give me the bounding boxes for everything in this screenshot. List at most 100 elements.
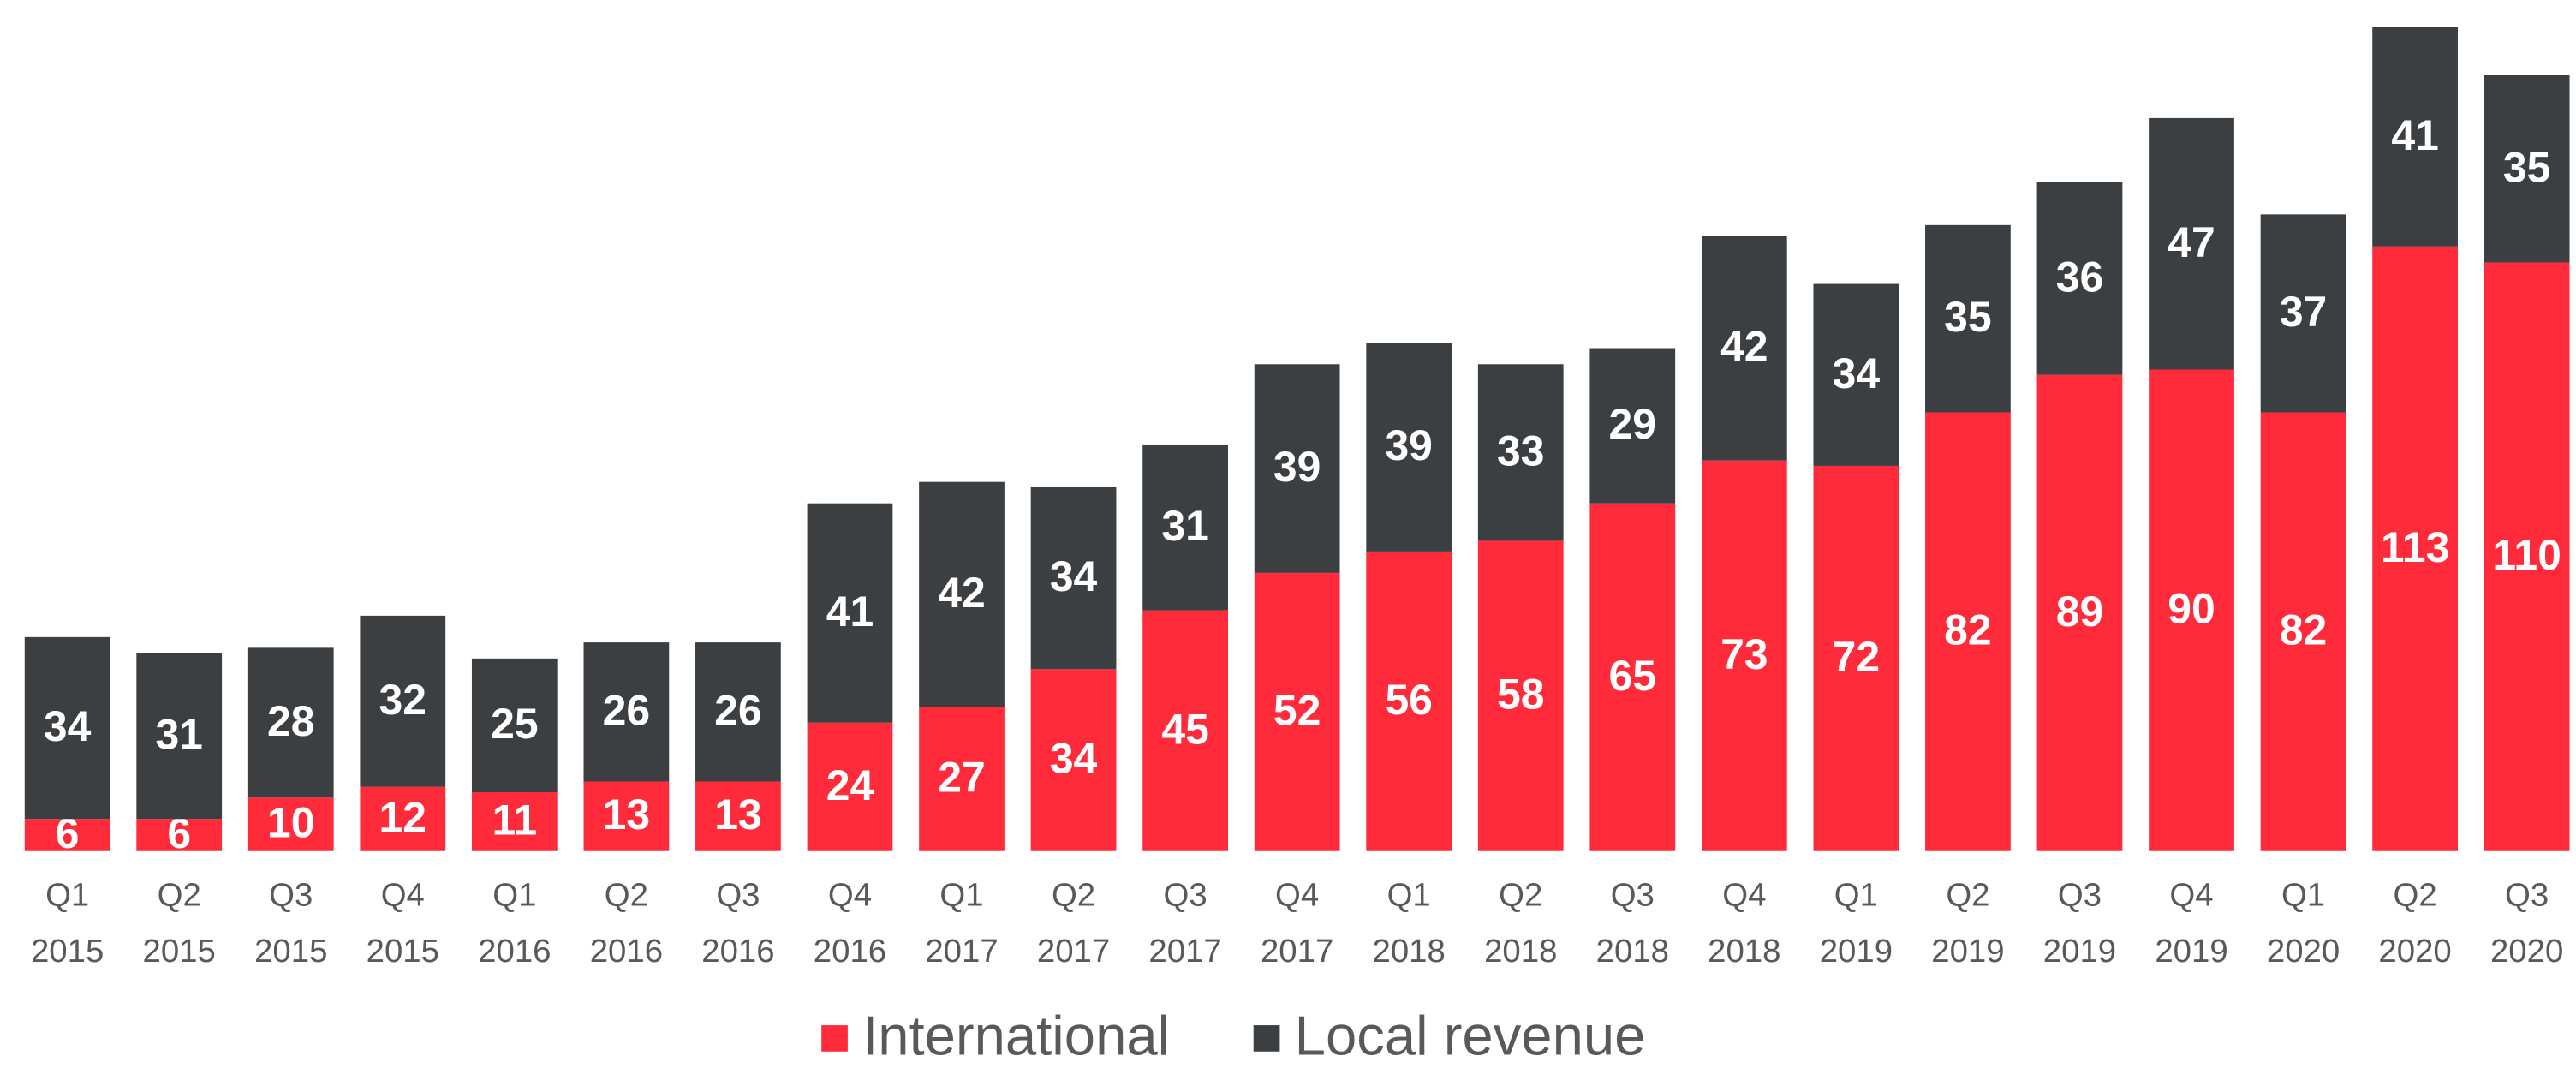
data-label: 31	[155, 711, 202, 759]
bar-segment	[1477, 540, 1564, 851]
x-tick-label: Q3	[1611, 877, 1655, 914]
legend-label: Local revenue	[1295, 1005, 1646, 1064]
data-label: 58	[1497, 671, 1544, 719]
x-tick-label: Q1	[939, 877, 983, 914]
data-label: 10	[267, 799, 314, 847]
bar-segment	[1254, 572, 1340, 851]
bar-segment	[24, 819, 110, 851]
x-tick-label: Q2	[1052, 877, 1095, 914]
data-label: 13	[603, 791, 650, 838]
x-tick-label: Q1	[45, 877, 89, 914]
bar-segment	[807, 722, 893, 851]
data-label: 33	[1497, 427, 1544, 474]
bar-segment	[247, 797, 334, 851]
data-label: 82	[1944, 606, 1991, 654]
bar-segment	[1366, 343, 1452, 552]
bar-segment	[360, 786, 446, 851]
data-label: 52	[1273, 686, 1321, 734]
data-label: 34	[1050, 735, 1098, 783]
bar-segment	[471, 792, 558, 851]
data-label: 72	[1833, 633, 1880, 681]
data-label: 45	[1161, 705, 1208, 753]
data-label: 35	[2503, 143, 2550, 191]
x-tick-label: Q1	[1834, 877, 1878, 914]
bar-segment	[1142, 610, 1228, 851]
bar-segment	[1142, 444, 1228, 611]
data-label: 34	[1833, 349, 1881, 397]
x-tick-label: 2020	[2267, 933, 2340, 970]
x-tick-label: Q4	[828, 877, 872, 914]
bar-segment	[360, 615, 446, 787]
x-tick-label: Q1	[1387, 877, 1431, 914]
bar-segment	[1477, 364, 1564, 541]
x-tick-label: 2018	[1373, 933, 1446, 970]
bar-segment	[1813, 465, 1899, 851]
bar-segment	[695, 781, 781, 851]
bar-segment	[807, 503, 893, 723]
x-tick-label: Q3	[716, 877, 760, 914]
x-tick-label: 2018	[1596, 933, 1669, 970]
x-tick-label: 2016	[478, 933, 551, 970]
bar-segment	[583, 642, 670, 782]
bar-segment	[1030, 669, 1117, 851]
data-label: 12	[379, 793, 426, 841]
x-tick-label: 2015	[31, 933, 104, 970]
bar-segment	[2036, 374, 2123, 851]
bar-segment	[1925, 412, 2011, 851]
data-label: 82	[2280, 606, 2327, 654]
data-label: 28	[267, 697, 314, 745]
x-tick-label: 2017	[1261, 933, 1333, 970]
bar-segment	[2149, 117, 2234, 370]
data-label: 31	[1161, 502, 1208, 550]
x-tick-label: 2019	[1820, 933, 1893, 970]
data-label: 56	[1385, 676, 1432, 724]
bar-segment	[1925, 224, 2011, 413]
bar-segment	[1701, 236, 1787, 461]
data-label: 34	[1050, 552, 1098, 600]
data-label: 26	[603, 686, 650, 734]
x-tick-label: Q3	[2505, 877, 2549, 914]
bar-segment	[2260, 412, 2346, 851]
bar-segment	[2036, 182, 2123, 375]
x-tick-label: Q4	[1275, 877, 1319, 914]
x-tick-label: 2017	[1148, 933, 1221, 970]
bar-segment	[1701, 460, 1787, 851]
x-tick-label: Q3	[1164, 877, 1208, 914]
x-tick-label: Q4	[1722, 877, 1766, 914]
x-tick-label: Q4	[381, 877, 425, 914]
data-label: 89	[2056, 588, 2103, 635]
x-tick-label: 2020	[2378, 933, 2451, 970]
data-label: 90	[2168, 585, 2215, 633]
bar-segment	[2372, 27, 2458, 247]
x-tick-label: Q2	[1946, 877, 1989, 914]
x-tick-label: 2015	[143, 933, 216, 970]
legend-swatch	[1253, 1025, 1280, 1052]
x-tick-label: 2019	[1931, 933, 2004, 970]
data-label: 36	[2056, 253, 2103, 301]
x-tick-label: 2015	[254, 933, 327, 970]
bar-segment	[2260, 214, 2346, 413]
data-label: 29	[1609, 400, 1656, 448]
x-tick-label: 2018	[1484, 933, 1557, 970]
x-tick-label: Q4	[2169, 877, 2213, 914]
data-label: 39	[1273, 443, 1321, 491]
data-label: 47	[2168, 218, 2215, 266]
x-tick-label: 2016	[814, 933, 886, 970]
x-tick-label: Q3	[269, 877, 313, 914]
data-label: 41	[826, 588, 874, 635]
bar-segment	[2149, 369, 2234, 851]
data-label: 25	[491, 700, 538, 748]
data-label: 113	[2381, 523, 2449, 571]
data-label: 11	[492, 796, 537, 844]
bar-segment	[2372, 246, 2458, 851]
x-tick-label: 2015	[367, 933, 439, 970]
data-label: 34	[44, 702, 92, 750]
bar-segment	[1813, 283, 1899, 466]
x-tick-label: 2019	[2043, 933, 2116, 970]
data-label: 13	[714, 791, 761, 838]
x-tick-label: 2017	[925, 933, 998, 970]
bar-segment	[919, 707, 1005, 851]
bar-segment	[1366, 551, 1452, 851]
x-tick-label: Q2	[158, 877, 201, 914]
